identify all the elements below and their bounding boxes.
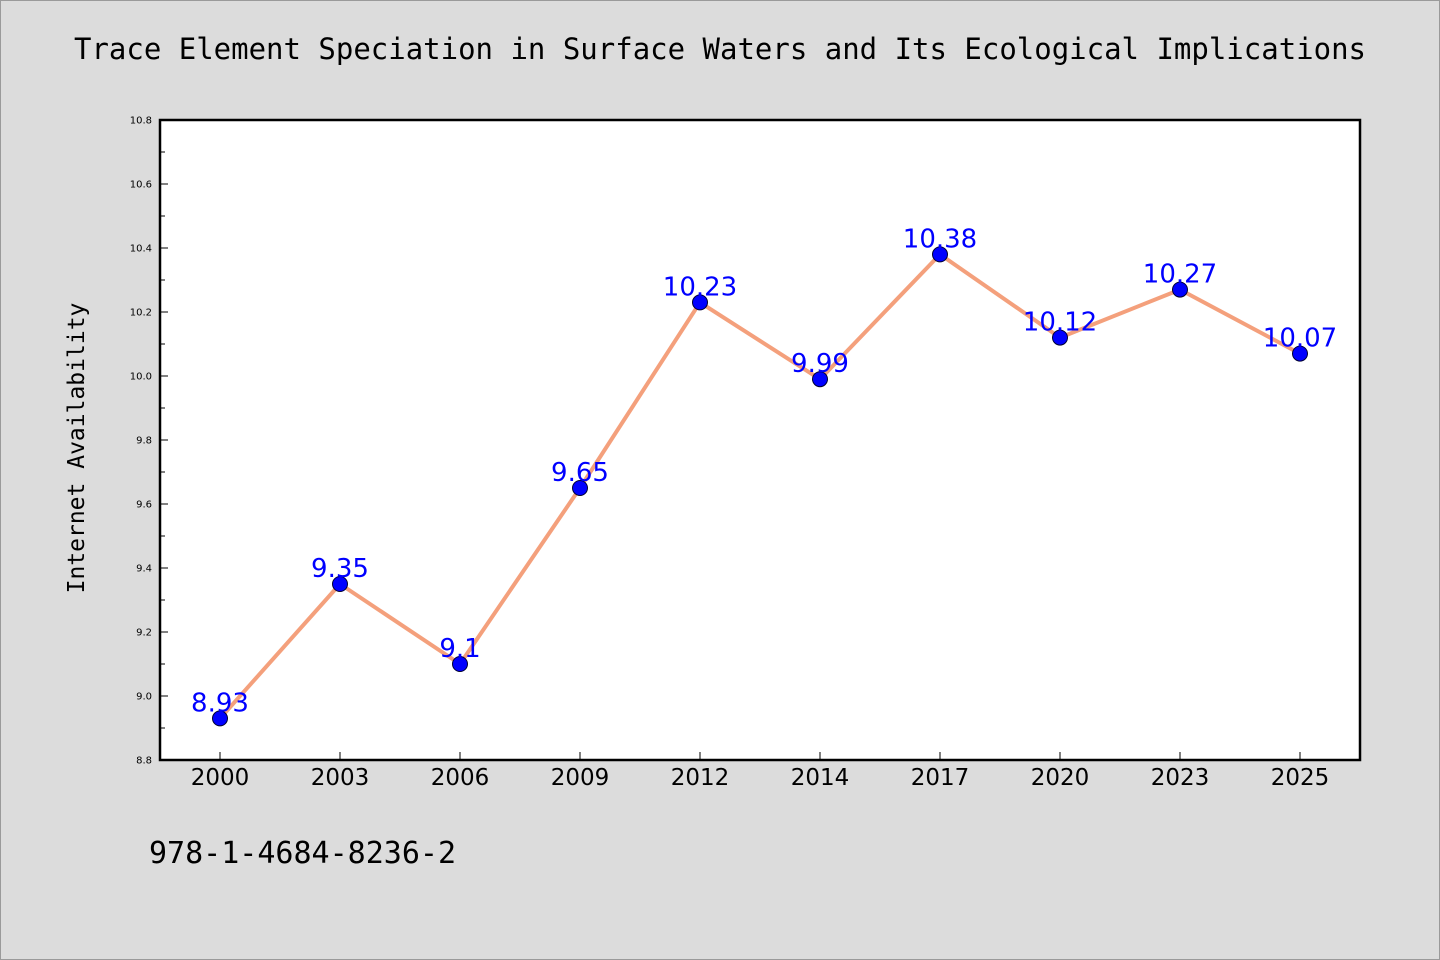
y-tick-label: 10.4 [130,244,152,255]
data-point [692,294,708,311]
data-label: 9.65 [551,458,609,488]
data-label: 10.27 [1143,260,1217,290]
data-label: 9.99 [791,349,849,379]
data-label: 8.93 [191,688,249,718]
series-line [218,252,1302,721]
plot-border [158,118,1362,762]
x-tick-label: 2006 [431,765,490,791]
y-tick-label: 9.0 [136,692,152,703]
data-point [572,480,588,496]
x-tick-label: 2003 [311,765,370,791]
y-axis-ticks: 8.8 9.0 9.2 9.4 9.6 9.8 10.0 10.2 10.4 10.6 10.8 [130,116,168,767]
data-label: 9.1 [439,634,480,664]
y-tick-label: 10.8 [130,116,152,127]
data-label: 9.35 [311,554,369,584]
data-point [452,656,468,672]
data-point [1052,329,1068,346]
x-tick-label: 2023 [1151,765,1210,791]
x-tick-label: 2014 [791,765,850,791]
y-tick-label: 9.8 [136,436,152,447]
data-label: 10.07 [1263,324,1337,354]
data-point [212,710,228,727]
data-point [332,576,348,592]
data-label: 10.12 [1023,308,1097,338]
data-label: 10.38 [903,224,977,254]
isbn-text: 978-1-4684-8236-2 [149,836,457,871]
x-tick-label: 2012 [671,765,730,791]
y-tick-label: 10.6 [130,180,152,191]
y-tick-label: 9.4 [136,564,152,575]
data-point [812,371,828,388]
y-tick-label: 10.2 [130,308,152,319]
data-point [1292,345,1308,362]
y-tick-label: 8.8 [136,756,152,767]
data-point [932,246,948,263]
x-tick-label: 2000 [191,765,250,791]
x-tick-label: 2009 [551,765,610,791]
y-tick-label: 9.2 [136,628,152,639]
x-tick-label: 2025 [1271,765,1330,791]
x-tick-label: 2020 [1031,765,1090,791]
data-label: 10.23 [663,272,737,302]
data-point [1172,281,1188,298]
x-axis-ticks: 2000 2003 2006 2009 2012 2014 2017 2020 2023 2025 [191,752,1330,791]
series-layer: 8.93 9.35 9.1 9.65 10.23 9.99 10.38 10.12 10.27 1… [191,224,1337,727]
y-tick-label: 10.0 [130,372,152,383]
x-tick-label: 2017 [911,765,970,791]
y-tick-label: 9.6 [136,500,152,511]
chart-title: Trace Element Speciation in Surface Wate… [73,32,1366,66]
plot-area [160,120,1360,760]
